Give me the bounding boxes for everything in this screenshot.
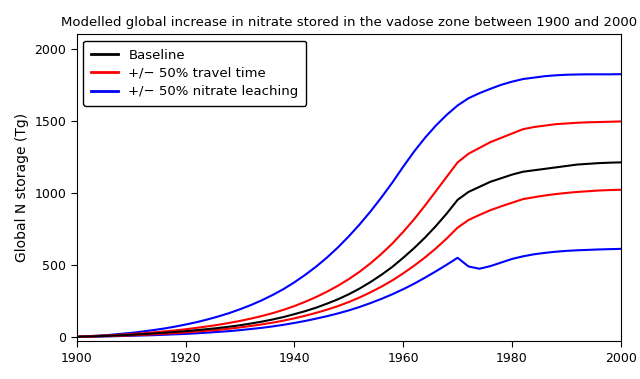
Legend: Baseline, +/− 50% travel time, +/− 50% nitrate leaching: Baseline, +/− 50% travel time, +/− 50% n…: [83, 41, 307, 106]
Title: Modelled global increase in nitrate stored in the vadose zone between 1900 and 2: Modelled global increase in nitrate stor…: [61, 16, 637, 29]
Y-axis label: Global N storage (Tg): Global N storage (Tg): [15, 113, 29, 262]
